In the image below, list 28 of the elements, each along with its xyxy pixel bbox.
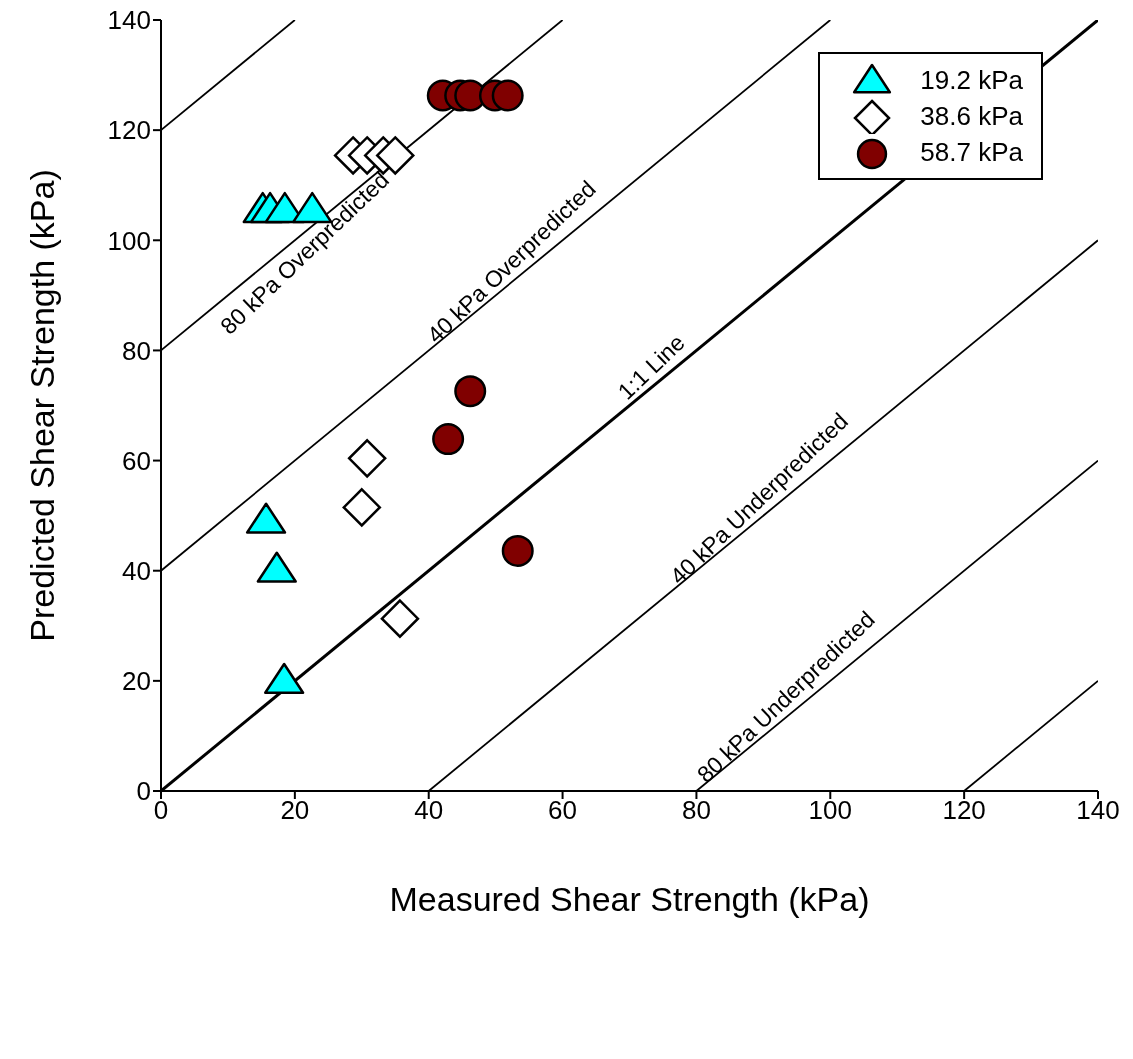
y-tick-label: 140: [107, 5, 151, 36]
point: [454, 375, 487, 408]
x-tick-label: 120: [942, 795, 986, 826]
x-axis-title: Measured Shear Strength (kPa): [389, 880, 870, 918]
legend-label: 38.6 kPa: [920, 100, 1023, 132]
point: [342, 488, 382, 527]
y-axis-title: Predicted Shear Strength (kPa): [23, 169, 61, 642]
y-tick-label: 100: [107, 225, 151, 256]
point: [491, 79, 524, 112]
point: [432, 423, 465, 456]
y-tick-label: 120: [107, 115, 151, 146]
y-tick-label: 60: [122, 445, 151, 476]
legend-label: 19.2 kPa: [920, 64, 1023, 96]
annotation: 1:1 Line: [612, 329, 690, 405]
y-tick-label: 20: [122, 666, 151, 697]
point: [380, 599, 420, 638]
y-tick-label: 0: [136, 776, 151, 807]
x-tick-label: 140: [1076, 795, 1120, 826]
x-tick-label: 60: [548, 795, 578, 826]
legend-label: 58.7 kPa: [920, 136, 1023, 168]
x-tick-label: 100: [808, 795, 852, 826]
point: [347, 439, 387, 478]
x-tick-label: 20: [280, 795, 310, 826]
y-tick-label: 40: [122, 555, 151, 586]
x-tick-label: 40: [414, 795, 444, 826]
point: [501, 534, 534, 567]
x-tick-label: 80: [681, 795, 711, 826]
y-tick-label: 80: [122, 335, 151, 366]
